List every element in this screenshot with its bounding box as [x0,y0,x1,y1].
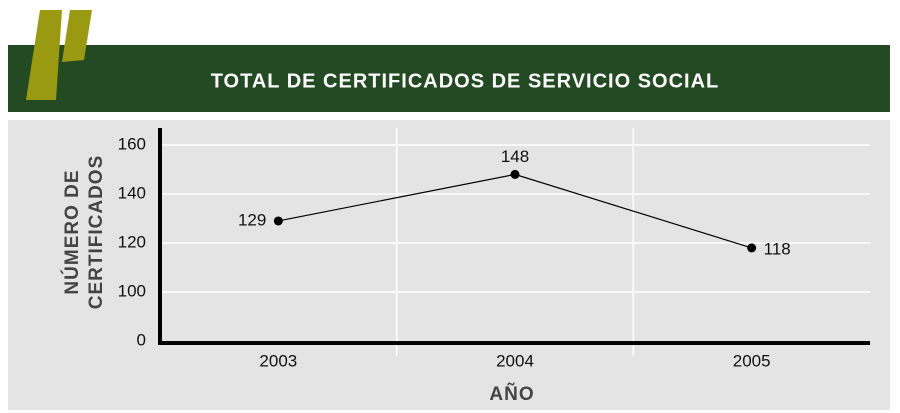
logo [26,10,62,100]
logo [62,10,92,62]
y-tick-label: 100 [118,281,146,300]
y-tick-label: 120 [118,232,146,251]
data-label: 118 [764,239,791,258]
y-axis-label: CERTIFICADOS [86,155,107,310]
x-tick-label: 2004 [496,351,534,370]
chart-title: TOTAL DE CERTIFICADOS DE SERVICIO SOCIAL [211,70,720,92]
y-tick-label: 0 [137,330,146,349]
point [273,216,283,226]
x-tick-label: 2005 [733,351,771,370]
header-band [8,45,890,112]
y-tick-label: 140 [118,183,146,202]
data-label: 148 [501,147,529,166]
data-label: 129 [238,210,266,229]
point [747,243,757,253]
x-axis-label: AÑO [489,383,534,405]
point [510,169,520,179]
y-tick-label: 160 [118,134,146,153]
plot-background [8,120,890,410]
y-axis-label: NÚMERO DE [61,169,83,294]
x-tick-label: 2003 [259,351,297,370]
